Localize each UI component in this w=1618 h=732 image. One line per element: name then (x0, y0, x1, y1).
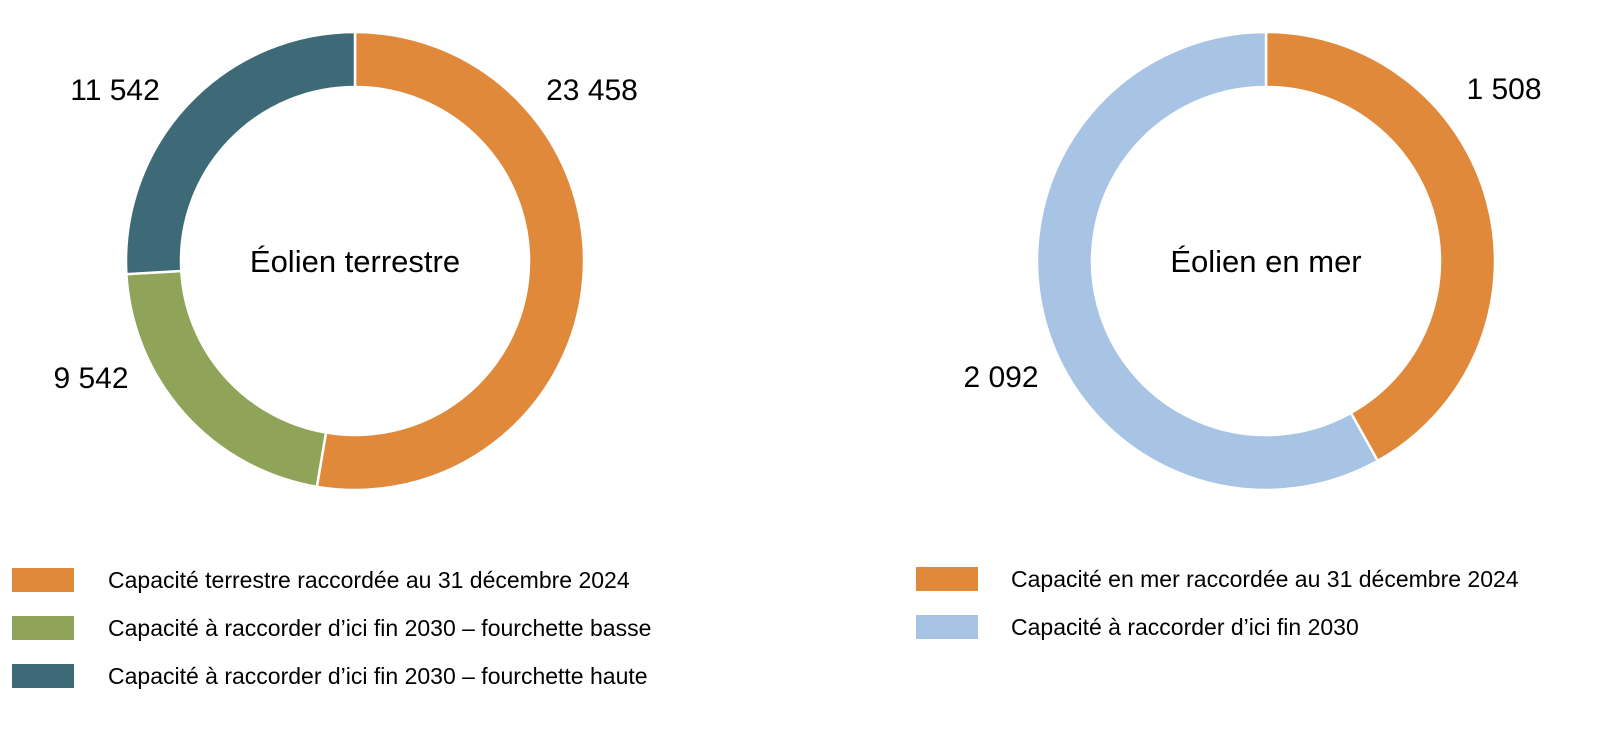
legend-2: Capacité en mer raccordée au 31 décembre… (916, 566, 1519, 640)
donut-center-label-1: Éolien terrestre (250, 244, 460, 279)
donut-slice-1-2 (125, 269, 328, 489)
legend-swatch-1-3 (12, 664, 74, 688)
donut-slice-1-3 (124, 30, 357, 276)
legend-1: Capacité terrestre raccordée au 31 décem… (12, 567, 651, 689)
donut-chart-2: Éolien en mer 1 508 2 092 (963, 30, 1542, 492)
legend-label-1-3: Capacité à raccorder d’ici fin 2030 – fo… (108, 663, 648, 689)
legend-swatch-2-2 (916, 615, 978, 639)
legend-label-2-2: Capacité à raccorder d’ici fin 2030 (1011, 614, 1359, 640)
legend-label-1-1: Capacité terrestre raccordée au 31 décem… (108, 567, 630, 593)
donut-center-label-2: Éolien en mer (1170, 244, 1361, 279)
legend-label-1-2: Capacité à raccorder d’ici fin 2030 – fo… (108, 615, 651, 641)
legend-label-2-1: Capacité en mer raccordée au 31 décembre… (1011, 566, 1519, 592)
donut-value-label-1-1: 23 458 (546, 74, 638, 107)
legend-swatch-1-1 (12, 568, 74, 592)
donut-slice-1-1 (315, 30, 586, 492)
donut-slice-2-2 (1035, 30, 1380, 492)
donut-value-label-1-3: 11 542 (70, 74, 160, 107)
donut-chart-1: Éolien terrestre 23 458 9 542 11 542 (53, 30, 638, 492)
donut-value-label-2-1: 1 508 (1466, 73, 1541, 106)
donut-value-label-1-2: 9 542 (53, 362, 128, 395)
legend-swatch-2-1 (916, 567, 978, 591)
donut-value-label-2-2: 2 092 (963, 361, 1038, 394)
legend-swatch-1-2 (12, 616, 74, 640)
donut-slice-2-1 (1264, 30, 1497, 463)
